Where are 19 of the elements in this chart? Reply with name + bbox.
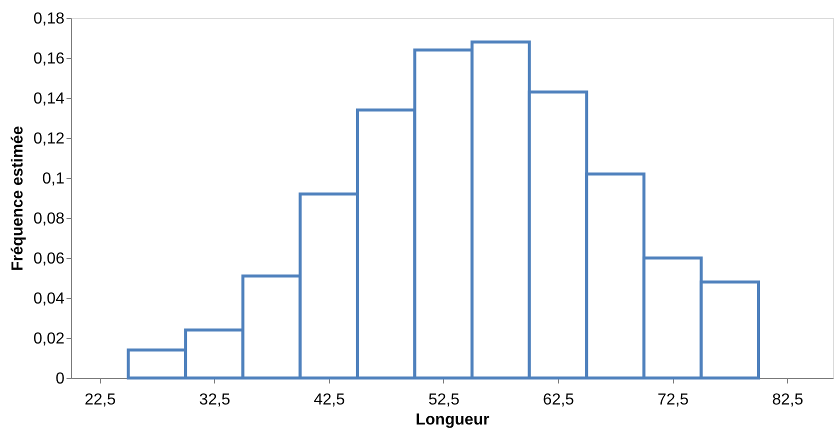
y-tick-label: 0,06 bbox=[33, 250, 65, 268]
y-tick-label: 0,08 bbox=[33, 210, 65, 228]
y-tick-label: 0,14 bbox=[33, 90, 65, 108]
x-tick-label: 62,5 bbox=[542, 392, 574, 408]
x-axis-title: Longueur bbox=[416, 412, 490, 428]
y-tick-label: 0,04 bbox=[33, 290, 65, 308]
x-tick-label: 72,5 bbox=[658, 392, 689, 408]
x-tick-label: 82,5 bbox=[772, 392, 804, 408]
y-tick-label: 0 bbox=[56, 370, 65, 388]
y-axis-title: Fréquence estimée bbox=[9, 126, 26, 271]
y-tick-label: 0,12 bbox=[33, 130, 65, 148]
y-tick-label: 0,02 bbox=[33, 330, 65, 348]
y-tick-label: 0,16 bbox=[33, 50, 65, 68]
x-tick-label: 42,5 bbox=[314, 392, 345, 408]
y-tick-label: 0,18 bbox=[33, 10, 65, 28]
x-tick-label: 32,5 bbox=[199, 392, 230, 408]
y-tick-label: 0,1 bbox=[42, 170, 65, 188]
x-tick-label: 22,5 bbox=[84, 392, 116, 408]
x-tick-label: 52,5 bbox=[428, 392, 460, 408]
